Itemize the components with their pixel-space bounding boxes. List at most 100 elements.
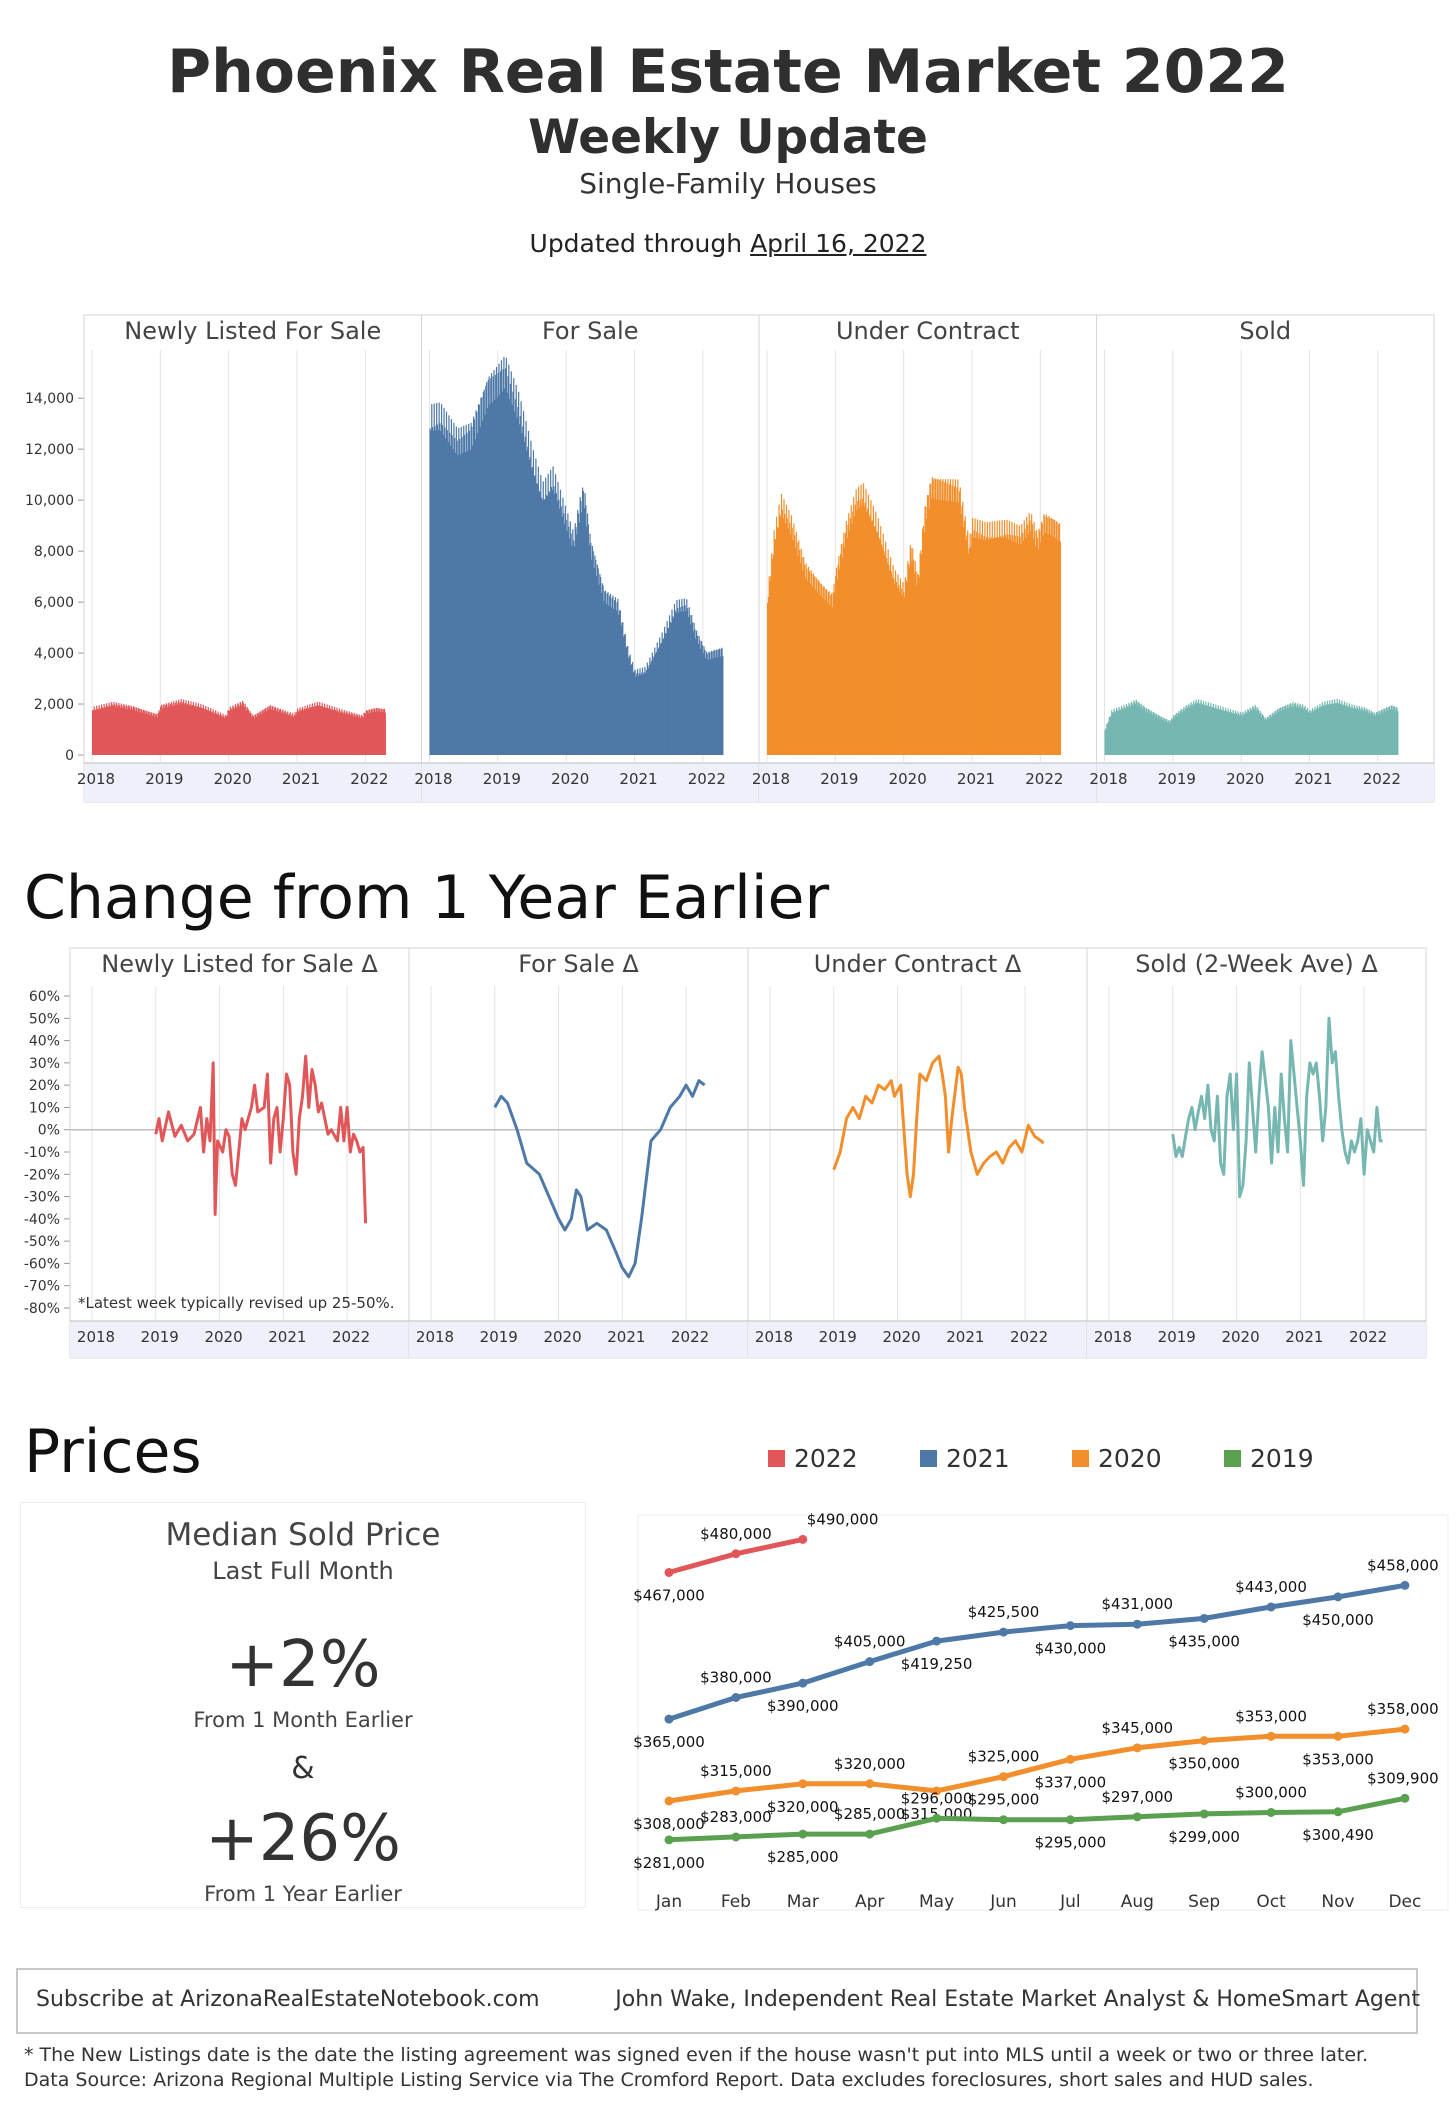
bar bbox=[929, 484, 931, 755]
bar bbox=[101, 704, 103, 755]
bar bbox=[117, 707, 119, 755]
bar bbox=[1228, 711, 1230, 755]
bar bbox=[547, 473, 549, 755]
bar bbox=[495, 374, 497, 755]
bar bbox=[1361, 706, 1363, 755]
subscribe-link[interactable]: Subscribe at ArizonaRealEstateNotebook.c… bbox=[36, 1987, 540, 2012]
bar bbox=[552, 466, 554, 755]
bar bbox=[937, 479, 939, 755]
bar bbox=[700, 641, 703, 755]
bar bbox=[1115, 711, 1117, 755]
bar bbox=[245, 706, 247, 755]
bar bbox=[650, 660, 653, 755]
bar bbox=[920, 550, 922, 755]
bar bbox=[1135, 699, 1137, 755]
bar bbox=[1247, 708, 1249, 755]
bar bbox=[1264, 717, 1266, 755]
y-tick-label: 20% bbox=[29, 1078, 60, 1094]
bar bbox=[1333, 703, 1335, 755]
bar bbox=[706, 653, 708, 755]
bar bbox=[253, 718, 255, 755]
bar bbox=[106, 705, 108, 755]
bar bbox=[709, 659, 712, 755]
bar bbox=[721, 647, 723, 755]
bar bbox=[836, 579, 838, 755]
bar bbox=[1042, 535, 1044, 755]
bar bbox=[461, 436, 463, 755]
bar bbox=[1156, 717, 1159, 755]
bar bbox=[1251, 710, 1253, 755]
bar bbox=[1156, 714, 1158, 755]
data-label: $308,000 bbox=[633, 1815, 705, 1833]
bar bbox=[919, 553, 921, 755]
bar bbox=[1113, 708, 1115, 755]
bar bbox=[642, 674, 644, 755]
bar bbox=[1027, 534, 1029, 755]
bar bbox=[470, 422, 472, 755]
bar bbox=[947, 479, 949, 755]
bar bbox=[181, 703, 183, 755]
bar bbox=[996, 520, 998, 755]
bar bbox=[596, 564, 598, 755]
bar bbox=[234, 704, 236, 755]
bar bbox=[833, 583, 835, 755]
bar bbox=[577, 513, 580, 755]
bar bbox=[1325, 704, 1328, 755]
x-tick-label: 2020 bbox=[882, 1328, 920, 1346]
bar bbox=[1274, 711, 1276, 755]
bar bbox=[720, 648, 722, 755]
bar bbox=[771, 559, 774, 755]
bar bbox=[1318, 707, 1320, 755]
bar bbox=[773, 530, 775, 755]
bar bbox=[173, 701, 175, 755]
bar bbox=[985, 537, 988, 755]
bar bbox=[543, 499, 545, 755]
bar bbox=[649, 657, 651, 755]
bar bbox=[124, 708, 127, 755]
bar bbox=[177, 702, 179, 755]
bar bbox=[313, 706, 315, 755]
bar bbox=[477, 433, 479, 755]
bar bbox=[1202, 703, 1204, 755]
data-point bbox=[1266, 1602, 1276, 1612]
bar bbox=[434, 425, 436, 755]
bar bbox=[851, 523, 853, 755]
bar bbox=[611, 597, 613, 755]
bar bbox=[1294, 702, 1296, 755]
month-label: Mar bbox=[787, 1892, 819, 1912]
bar bbox=[485, 385, 487, 755]
bar bbox=[557, 481, 559, 755]
bar bbox=[490, 378, 492, 755]
bar bbox=[931, 477, 934, 755]
bar bbox=[1366, 708, 1368, 755]
bar bbox=[219, 712, 222, 755]
bar bbox=[269, 705, 272, 755]
panel-frame bbox=[747, 947, 1088, 1359]
bar bbox=[1182, 709, 1184, 755]
bar bbox=[930, 483, 932, 755]
series-2019: $281,000$283,000$285,000$285,000$296,000… bbox=[633, 1769, 1438, 1872]
bar bbox=[1238, 713, 1240, 755]
bar bbox=[545, 495, 548, 755]
updated-date-link[interactable]: April 16, 2022 bbox=[750, 229, 927, 258]
bar bbox=[843, 532, 845, 755]
bar bbox=[347, 712, 349, 755]
bar bbox=[921, 554, 923, 755]
bar bbox=[607, 592, 609, 755]
bar bbox=[1286, 705, 1288, 755]
bar bbox=[882, 533, 884, 755]
bar bbox=[719, 656, 721, 755]
bar bbox=[536, 483, 538, 755]
data-label: $480,000 bbox=[700, 1525, 772, 1543]
bar bbox=[1290, 707, 1292, 755]
bar bbox=[286, 712, 288, 755]
series-line bbox=[668, 1795, 1406, 1843]
bar bbox=[1254, 704, 1256, 755]
bar bbox=[203, 708, 205, 755]
bar bbox=[1276, 709, 1278, 755]
bar bbox=[334, 709, 336, 755]
bar bbox=[873, 526, 875, 755]
bar bbox=[1379, 711, 1381, 755]
legend-label: 2021 bbox=[946, 1444, 1010, 1473]
bar bbox=[628, 656, 630, 755]
